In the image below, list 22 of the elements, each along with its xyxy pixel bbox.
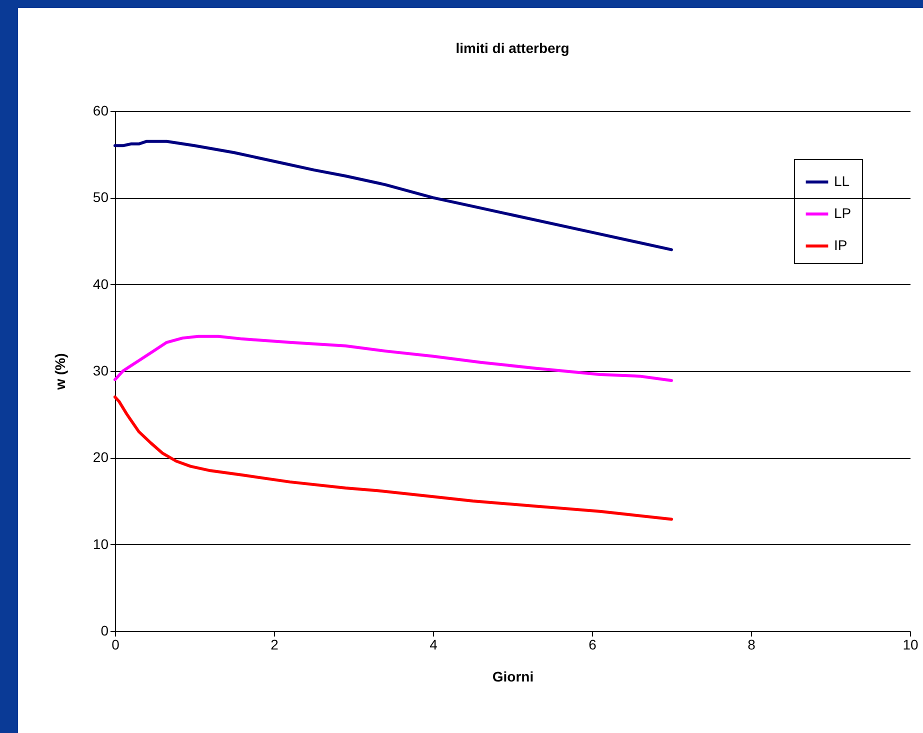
legend-label: IP — [834, 237, 848, 253]
y-tick-label: 60 — [92, 102, 109, 118]
y-tick-label: 20 — [92, 449, 109, 466]
legend-label: LP — [834, 205, 852, 221]
y-tick-label: 10 — [92, 536, 109, 552]
chart-title: limiti di atterberg — [456, 40, 570, 56]
y-tick-label: 0 — [100, 622, 109, 638]
y-tick-label: 40 — [92, 276, 109, 292]
line-series — [114, 140, 673, 252]
y-axis-title: w (%) — [52, 353, 68, 391]
x-tick-label: 10 — [902, 636, 918, 652]
x-tick-label: 0 — [112, 636, 120, 652]
x-tick-label: 6 — [588, 636, 597, 652]
x-tick-label: 4 — [430, 636, 438, 652]
x-tick-label: 2 — [270, 636, 279, 652]
line-series — [114, 396, 673, 521]
y-tick-label: 30 — [92, 362, 109, 378]
line-series — [114, 334, 673, 382]
x-axis-title: Giorni — [492, 668, 534, 684]
legend-label: LL — [834, 173, 850, 189]
y-tick-label: 50 — [92, 189, 109, 206]
x-tick-label: 8 — [748, 636, 756, 652]
